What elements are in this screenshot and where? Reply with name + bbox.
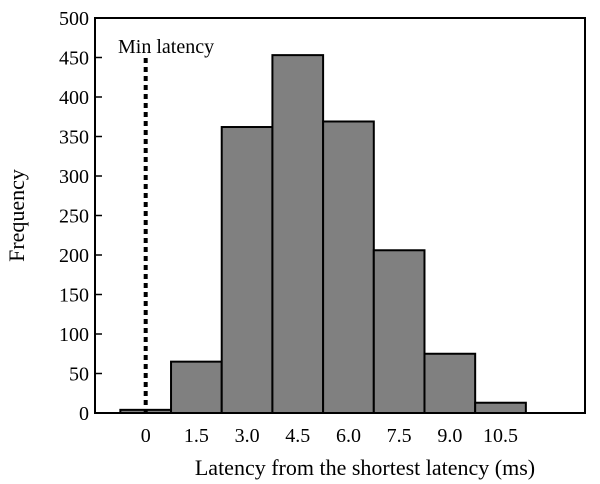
x-tick-label-2: 3.0 bbox=[235, 425, 260, 447]
y-axis: 0 50 100 150 200 250 300 350 400 450 500 bbox=[59, 8, 102, 425]
histogram-bar-6 bbox=[423, 352, 477, 414]
y-tick-label-9: 450 bbox=[59, 48, 89, 70]
histogram-bar-7 bbox=[474, 401, 527, 415]
histogram-bar-4 bbox=[322, 120, 375, 415]
histogram-bar-3 bbox=[271, 54, 325, 414]
y-tick-label-5: 250 bbox=[59, 206, 89, 228]
y-tick-label-7: 350 bbox=[59, 127, 89, 149]
x-tick-label-5: 7.5 bbox=[387, 425, 412, 447]
y-tick-label-4: 200 bbox=[59, 245, 89, 267]
x-axis: 0 1.5 3.0 4.5 6.0 7.5 9.0 10.5 bbox=[141, 425, 518, 447]
y-tick-label-8: 400 bbox=[59, 87, 89, 109]
x-tick-label-1: 1.5 bbox=[184, 425, 209, 447]
x-tick-label-3: 4.5 bbox=[285, 425, 310, 447]
histogram-bar-5 bbox=[372, 249, 426, 414]
x-tick-label-7: 10.5 bbox=[483, 425, 518, 447]
x-tick-label-6: 9.0 bbox=[437, 425, 462, 447]
x-tick-label-4: 6.0 bbox=[336, 425, 361, 447]
histogram-bar-1 bbox=[170, 360, 223, 414]
y-tick-label-2: 100 bbox=[59, 324, 89, 346]
bars-group bbox=[119, 54, 527, 415]
histogram-bar-2 bbox=[220, 126, 274, 415]
y-tick-label-3: 150 bbox=[59, 285, 89, 307]
y-tick-label-6: 300 bbox=[59, 166, 89, 188]
y-axis-title: Frequency bbox=[4, 169, 29, 262]
y-tick-label-1: 50 bbox=[69, 364, 89, 386]
y-tick-label-10: 500 bbox=[59, 8, 89, 30]
y-tick-label-0: 0 bbox=[79, 403, 89, 425]
x-axis-title: Latency from the shortest latency (ms) bbox=[195, 455, 535, 480]
x-tick-label-0: 0 bbox=[141, 425, 151, 447]
min-latency-label: Min latency bbox=[118, 36, 214, 58]
